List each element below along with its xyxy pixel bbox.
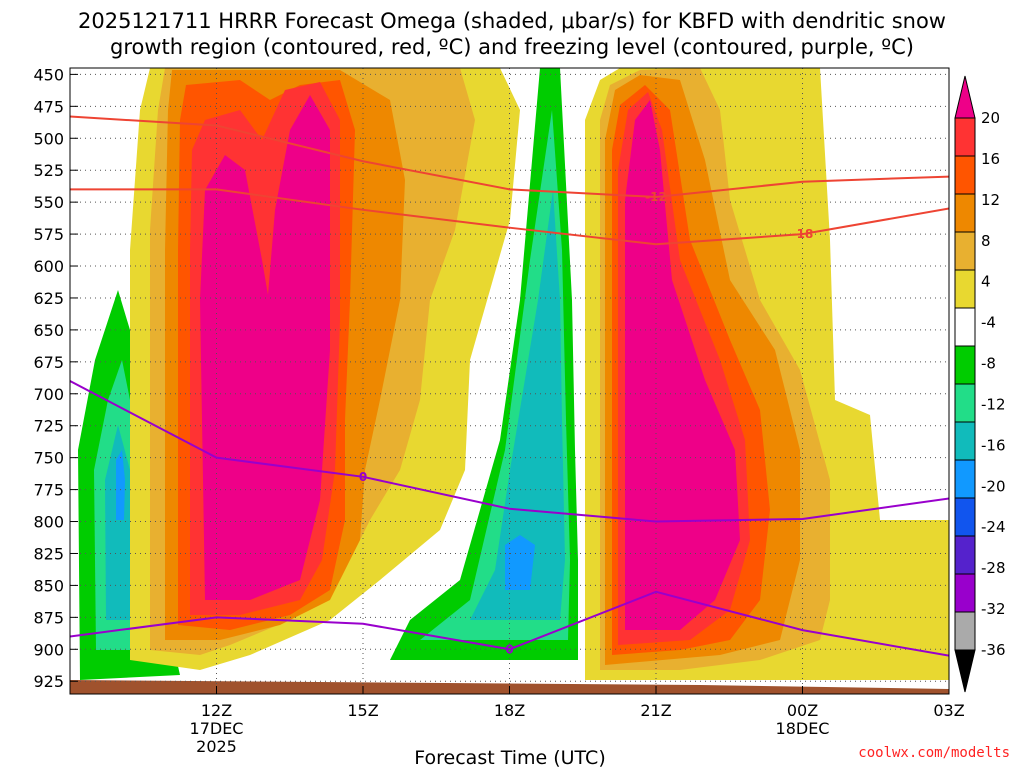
y-tick-label: 450 bbox=[33, 65, 64, 84]
chart-title-line-1: 2025121711 HRRR Forecast Omega (shaded, … bbox=[78, 9, 946, 33]
omega-shading bbox=[70, 68, 949, 694]
y-tick-label: 825 bbox=[33, 544, 64, 563]
colorbar-bottom-triangle bbox=[954, 649, 976, 693]
x-tick-label: 03Z bbox=[933, 701, 964, 720]
colorbar-segment bbox=[954, 535, 976, 575]
colorbar-segment bbox=[954, 193, 976, 233]
colorbar-tick-label: 8 bbox=[981, 232, 991, 250]
y-tick-label: 475 bbox=[33, 97, 64, 116]
x-axis-label: Forecast Time (UTC) bbox=[414, 747, 605, 768]
colorbar-segment bbox=[954, 459, 976, 499]
omega-fill-rising-12z-inner bbox=[105, 425, 134, 620]
colorbar-segment bbox=[954, 307, 976, 347]
colorbar-top-triangle bbox=[954, 75, 976, 119]
freezing-level-contour bbox=[70, 380, 949, 523]
dendritic-contour-label: -18 bbox=[792, 227, 814, 241]
omega-fill-lower-right bbox=[928, 612, 949, 660]
x-tick-label: 18DEC bbox=[776, 719, 830, 738]
x-tick-label: 00Z bbox=[787, 701, 818, 720]
y-tick-label: 775 bbox=[33, 481, 64, 500]
colorbar-segment bbox=[954, 497, 976, 537]
colorbar-segment bbox=[954, 231, 976, 271]
y-tick-label: 575 bbox=[33, 225, 64, 244]
y-tick-label: 800 bbox=[33, 513, 64, 532]
colorbar-segment bbox=[954, 117, 976, 157]
freezing-level-contour bbox=[70, 590, 949, 657]
y-tick-label: 875 bbox=[33, 608, 64, 627]
x-tick-label: 12Z bbox=[201, 701, 232, 720]
y-tick-label: 900 bbox=[33, 640, 64, 659]
omega-fill-sinking-15z-20 bbox=[200, 95, 330, 600]
x-tick-label: 15Z bbox=[347, 701, 378, 720]
y-tick-label: 675 bbox=[33, 353, 64, 372]
omega-fill-rising-12z-peak bbox=[116, 450, 125, 520]
colorbar-tick-label: 12 bbox=[981, 191, 1000, 209]
colorbar-segment bbox=[954, 421, 976, 461]
credit-text: coolwx.com/modelts bbox=[858, 745, 1010, 761]
x-tick-label: 21Z bbox=[640, 701, 671, 720]
colorbar-segment bbox=[954, 269, 976, 309]
colorbar-tick-label: -20 bbox=[981, 477, 1006, 495]
colorbar-segment bbox=[954, 611, 976, 651]
colorbar-tick-label: -4 bbox=[981, 314, 996, 332]
colorbar-tick-label: -36 bbox=[981, 641, 1006, 659]
colorbar-tick-label: -12 bbox=[981, 395, 1006, 413]
colorbar-segment bbox=[954, 155, 976, 195]
y-tick-label: 525 bbox=[33, 161, 64, 180]
chart-title-line-2: growth region (contoured, red, ºC) and f… bbox=[110, 35, 914, 59]
colorbar-tick-label: 4 bbox=[981, 273, 991, 291]
omega-fill-sinking-00z-20 bbox=[625, 100, 740, 630]
freezing-level-contour-label: 0 bbox=[359, 470, 367, 484]
y-tick-label: 850 bbox=[33, 576, 64, 595]
y-tick-label: 625 bbox=[33, 289, 64, 308]
y-tick-label: 725 bbox=[33, 417, 64, 436]
colorbar-tick-label: -28 bbox=[981, 559, 1006, 577]
colorbar-tick-label: -16 bbox=[981, 436, 1006, 454]
colorbar-tick-label: -8 bbox=[981, 355, 996, 373]
dendritic-contour-label: -12 bbox=[645, 190, 667, 204]
colorbar-tick-label: 16 bbox=[981, 150, 1000, 168]
colorbar-segment bbox=[954, 345, 976, 385]
x-tick-label: 18Z bbox=[494, 701, 525, 720]
colorbar-segment bbox=[954, 383, 976, 423]
colorbar-tick-label: -32 bbox=[981, 600, 1006, 618]
freezing-level-contour-label: 0 bbox=[505, 642, 513, 656]
x-tick-label: 17DEC bbox=[190, 719, 244, 738]
dendritic-contour bbox=[70, 115, 949, 199]
omega-fill-rising-21z-16 bbox=[505, 535, 535, 590]
colorbar-tick-label: 20 bbox=[981, 109, 1000, 127]
y-tick-label: 600 bbox=[33, 257, 64, 276]
colorbar-segment bbox=[954, 573, 976, 613]
contour-lines: -18 -12 0 0 bbox=[70, 115, 949, 657]
dendritic-contour bbox=[70, 188, 949, 246]
y-tick-label: 550 bbox=[33, 193, 64, 212]
y-tick-label: 925 bbox=[33, 672, 64, 691]
colorbar: 20 16 12 8 4 -4 -8 -12 -16 -20 -24 -28 -32 -36 bbox=[954, 75, 1006, 693]
x-tick-label: 2025 bbox=[196, 737, 237, 756]
y-tick-label: 750 bbox=[33, 449, 64, 468]
colorbar-tick-label: -24 bbox=[981, 518, 1006, 536]
y-tick-label: 500 bbox=[33, 129, 64, 148]
y-axis: 450 475 500 525 550 575 600 625 650 675 700 725 750 7… bbox=[33, 65, 78, 691]
y-tick-label: 700 bbox=[33, 385, 64, 404]
y-tick-label: 650 bbox=[33, 321, 64, 340]
